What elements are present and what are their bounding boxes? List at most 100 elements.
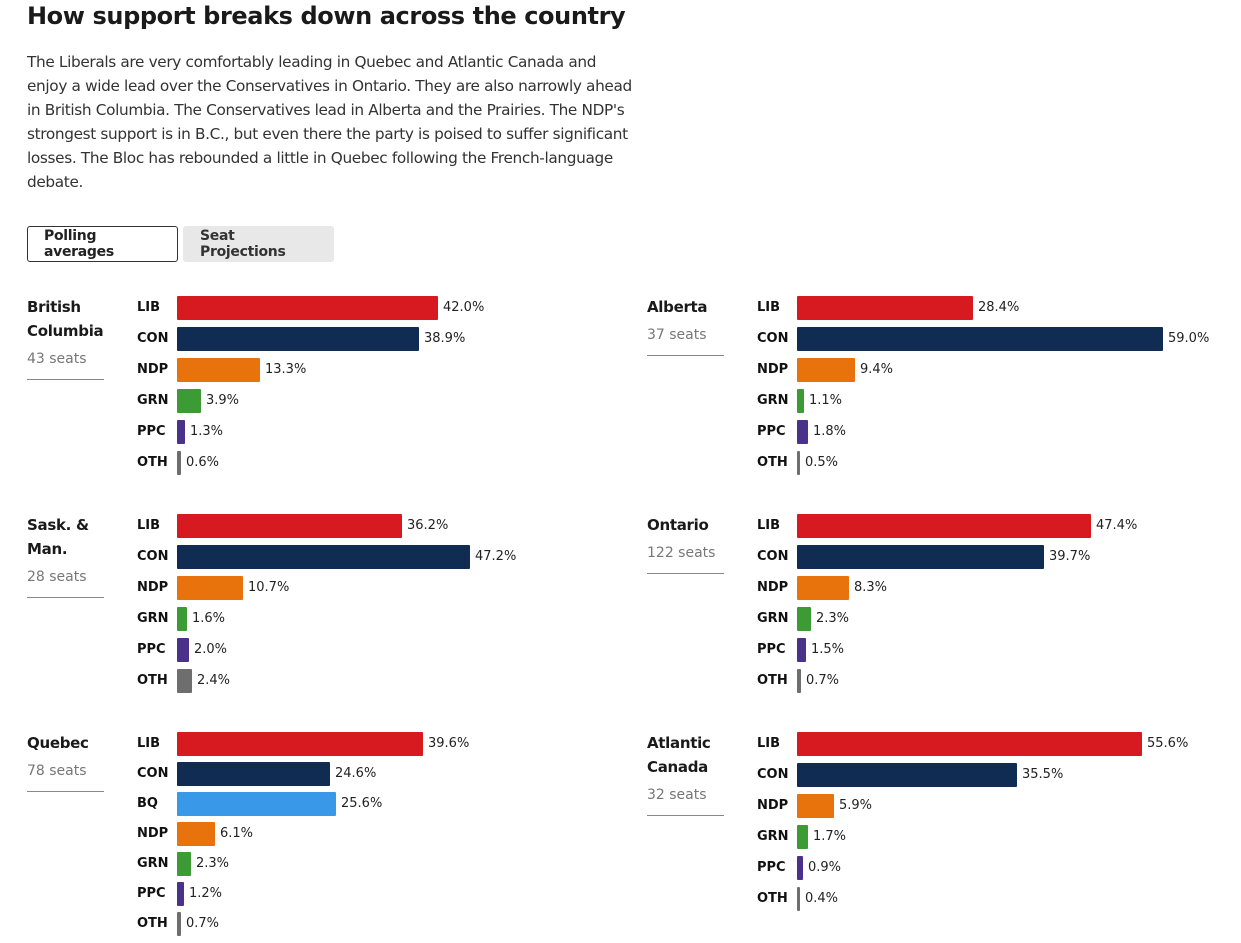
bar-row-ndp: NDP 13.3% [137,358,597,382]
value-label: 55.6% [1147,736,1189,751]
value-label: 2.0% [194,642,228,657]
bar-lib [797,514,1091,538]
bar-ndp [177,358,260,382]
party-label: LIB [757,518,781,533]
region-label: Alberta 37 seats [647,295,737,356]
party-label: GRN [137,393,169,408]
bar-row-ppc: PPC 1.2% [137,882,597,906]
value-label: 0.7% [806,673,840,688]
party-label: CON [757,549,789,564]
value-label: 2.3% [196,856,230,871]
bar-row-ndp: NDP 10.7% [137,576,597,600]
page-title: How support breaks down across the count… [27,2,626,30]
value-label: 1.6% [192,611,226,626]
bar-row-con: CON 39.7% [757,545,1217,569]
bar-con [797,763,1017,787]
party-label: OTH [757,891,788,906]
party-label: PPC [137,424,166,439]
bar-row-grn: GRN 2.3% [757,607,1217,631]
region-label: Ontario 122 seats [647,513,737,574]
party-label: CON [137,549,169,564]
bar-ppc [177,882,184,906]
bar-row-ppc: PPC 1.5% [757,638,1217,662]
bar-lib [797,732,1142,756]
bar-ppc [177,638,189,662]
bar-row-con: CON 35.5% [757,763,1217,787]
value-label: 3.9% [206,393,240,408]
region-label: Quebec 78 seats [27,731,117,792]
value-label: 28.4% [978,300,1020,315]
value-label: 0.7% [186,916,220,931]
bar-row-grn: GRN 1.1% [757,389,1217,413]
bar-row-grn: GRN 2.3% [137,852,597,876]
value-label: 10.7% [248,580,290,595]
region-seats: 37 seats [647,325,724,356]
bar-lib [177,514,402,538]
bar-row-lib: LIB 55.6% [757,732,1217,756]
value-label: 6.1% [220,826,254,841]
value-label: 47.4% [1096,518,1138,533]
party-label: GRN [757,829,789,844]
bar-row-bq: BQ 25.6% [137,792,597,816]
bar-con [177,762,330,786]
party-label: GRN [757,393,789,408]
value-label: 0.5% [805,455,839,470]
region-seats: 122 seats [647,543,724,574]
region-name: Alberta [647,298,708,316]
region-seats: 43 seats [27,349,104,380]
bar-ppc [797,638,806,662]
region-label: Atlantic Canada 32 seats [647,731,737,816]
party-label: CON [137,766,169,781]
value-label: 36.2% [407,518,449,533]
value-label: 42.0% [443,300,485,315]
party-label: PPC [137,886,166,901]
party-label: GRN [137,611,169,626]
bar-row-ndp: NDP 9.4% [757,358,1217,382]
bar-grn [177,607,187,631]
value-label: 59.0% [1168,331,1210,346]
party-label: PPC [757,642,786,657]
party-label: NDP [137,362,169,377]
party-label: OTH [757,673,788,688]
value-label: 1.2% [189,886,223,901]
bar-row-oth: OTH 0.7% [137,912,597,936]
bar-ppc [797,856,803,880]
bar-grn [797,389,804,413]
bar-row-oth: OTH 2.4% [137,669,597,693]
value-label: 13.3% [265,362,307,377]
tab-seat-projections[interactable]: Seat Projections [183,226,334,262]
party-label: PPC [757,424,786,439]
bar-ndp [797,358,855,382]
bar-row-ppc: PPC 2.0% [137,638,597,662]
party-label: GRN [757,611,789,626]
region-name: Quebec [27,734,89,752]
bar-ndp [177,576,243,600]
bar-oth [797,887,800,911]
party-label: NDP [757,362,789,377]
value-label: 47.2% [475,549,517,564]
bar-grn [177,389,201,413]
bar-row-ndp: NDP 5.9% [757,794,1217,818]
bar-oth [797,451,800,475]
region-name: British Columbia [27,298,104,340]
bar-lib [177,732,423,756]
bar-row-lib: LIB 28.4% [757,296,1217,320]
tab-polling-averages[interactable]: Polling averages [27,226,178,262]
bar-ndp [797,576,849,600]
bar-lib [177,296,438,320]
bar-grn [797,607,811,631]
party-label: CON [137,331,169,346]
value-label: 1.8% [813,424,847,439]
bar-row-ppc: PPC 0.9% [757,856,1217,880]
value-label: 0.4% [805,891,839,906]
value-label: 0.9% [808,860,842,875]
bar-con [177,545,470,569]
bar-row-grn: GRN 1.7% [757,825,1217,849]
bar-row-ndp: NDP 8.3% [757,576,1217,600]
bar-row-oth: OTH 0.5% [757,451,1217,475]
party-label: CON [757,767,789,782]
value-label: 38.9% [424,331,466,346]
bar-row-grn: GRN 3.9% [137,389,597,413]
region-seats: 28 seats [27,567,104,598]
bar-row-lib: LIB 39.6% [137,732,597,756]
